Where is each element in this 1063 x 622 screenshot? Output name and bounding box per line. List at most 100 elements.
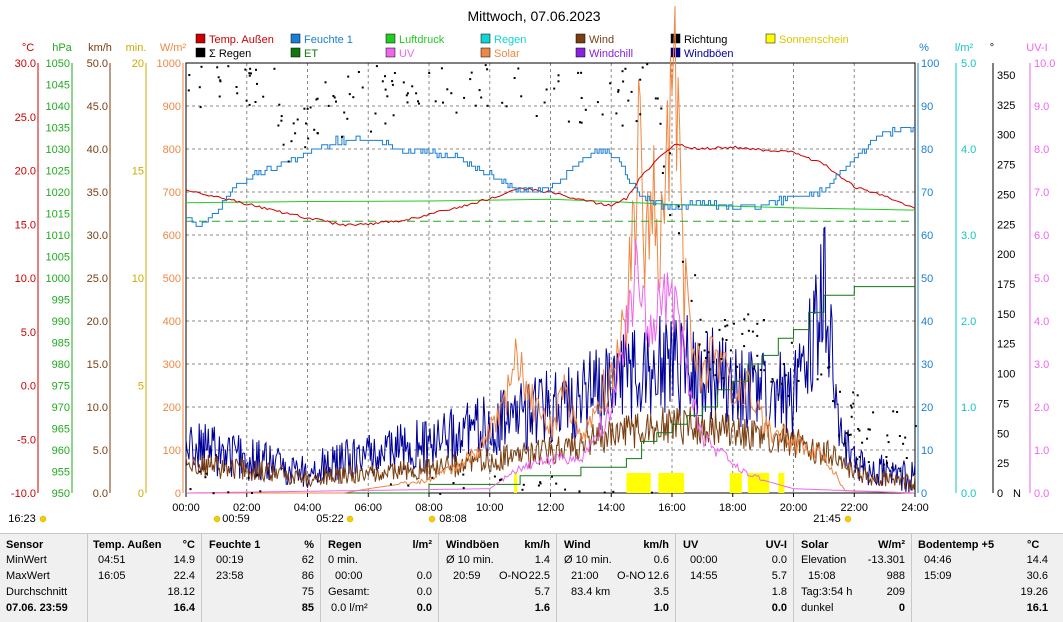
richtung-point (539, 482, 542, 485)
boden-avg: 19.26 (1020, 586, 1048, 598)
richtung-point (513, 77, 516, 79)
richtung-point (578, 490, 581, 493)
axis-tick-uvi: 4.0 (1034, 316, 1049, 328)
richtung-point (381, 80, 384, 83)
richtung-point (480, 96, 483, 99)
axis-tick-wm2: 900 (163, 101, 181, 113)
richtung-point (389, 483, 392, 486)
richtung-point (189, 488, 192, 491)
richtung-point (705, 356, 707, 359)
legend-swatch-6 (765, 33, 776, 44)
boden-max-time: 15:09 (924, 570, 952, 582)
richtung-point (499, 479, 502, 481)
legend-swatch-0 (195, 33, 206, 44)
richtung-point (690, 299, 693, 302)
richtung-point (856, 458, 859, 461)
richtung-point (452, 482, 455, 484)
richtung-point (872, 411, 875, 414)
axis-tick-kmh: 0.0 (93, 488, 108, 500)
legend-label-9: UV (399, 48, 415, 60)
richtung-point (415, 92, 418, 95)
richtung-point (781, 382, 783, 385)
richtung-point (500, 478, 503, 481)
axis-tick-pct: 0 (921, 488, 927, 500)
richtung-point (256, 474, 259, 477)
axis-tick-lm2: 3.0 (961, 230, 976, 242)
solar-current: 0 (898, 602, 905, 614)
richtung-point (584, 108, 587, 111)
richtung-point (335, 100, 337, 103)
richtung-point (332, 95, 335, 97)
richtung-point (227, 65, 230, 68)
richtung-point (849, 433, 852, 436)
axis-tick-temp: 30.0 (15, 58, 36, 70)
richtung-point (646, 63, 649, 66)
richtung-point (309, 106, 312, 109)
axis-tick-hpa: 1000 (46, 273, 70, 285)
richtung-point (316, 97, 319, 100)
axis-tick-kmh: 15.0 (87, 359, 108, 371)
sun-events: 16:23 00:59 05:22 08:08 21:45 (8, 513, 852, 525)
richtung-point (411, 85, 414, 88)
richtung-point (251, 492, 253, 494)
axis-tick-hpa: 985 (52, 338, 70, 350)
richtung-point (292, 122, 295, 125)
richtung-point (347, 75, 350, 78)
axis-tick-wm2: 700 (163, 187, 181, 199)
boden-unit: °C (1027, 539, 1040, 551)
richtung-point (756, 322, 759, 325)
axis-tick-hpa: 995 (52, 295, 70, 307)
richtung-point (273, 67, 276, 70)
stats-regen-column: Regen l/m² 0 min. 00:00 0.0 Gesamt: 0.0 0.0… (321, 534, 439, 622)
richtung-point (721, 338, 724, 341)
axis-tick-wm2: 300 (163, 359, 181, 371)
richtung-point (280, 115, 283, 118)
richtung-point (428, 72, 431, 74)
richtung-point (304, 146, 307, 149)
richtung-point (723, 319, 726, 321)
event-sunset-label: 21:45 (813, 513, 841, 525)
solar-state: dunkel (801, 602, 834, 614)
axis-unit-pct: % (919, 42, 929, 54)
axis-tick-temp: 0.0 (21, 381, 36, 393)
richtung-point (316, 132, 319, 135)
axis-tick-deg: 50 (997, 428, 1009, 440)
richtung-point (307, 137, 310, 140)
stats-header-windboeen: Windböen (446, 539, 500, 551)
axis-unit-temp: °C (22, 42, 34, 54)
richtung-point (417, 100, 419, 103)
richtung-point (212, 492, 215, 495)
richtung-point (545, 88, 548, 91)
stats-boden-column: Bodentemp +5 °C 04:46 14.4 15:09 30.6 19.26… (912, 534, 1063, 622)
legend-label-1: Feuchte 1 (304, 34, 353, 46)
axis-tick-deg: 325 (997, 100, 1015, 112)
axis-tick-pct: 50 (921, 273, 933, 285)
richtung-point (555, 482, 558, 485)
richtung-point (747, 329, 750, 332)
axis-tick-hpa: 1020 (46, 187, 70, 199)
richtung-point (564, 488, 567, 491)
richtung-point (820, 373, 823, 376)
stats-sensor-column: Sensor MinWert MaxWert Durchschnitt 07.0… (0, 534, 88, 622)
richtung-point (790, 341, 793, 344)
axis-tick-hpa: 955 (52, 467, 70, 479)
legend-swatch-2 (385, 33, 396, 44)
axis-tick-uvi: 8.0 (1034, 144, 1049, 156)
richtung-point (725, 339, 728, 341)
richtung-point (741, 332, 744, 335)
richtung-point (446, 88, 449, 91)
richtung-point (860, 465, 863, 468)
axis-tick-pct: 70 (921, 187, 933, 199)
axis-tick-wm2: 1000 (157, 58, 181, 70)
richtung-point (635, 120, 638, 123)
richtung-point (386, 95, 389, 98)
richtung-point (621, 124, 624, 127)
richtung-point (440, 67, 443, 70)
richtung-point (617, 89, 620, 92)
axis-tick-kmh: 45.0 (87, 101, 108, 113)
richtung-point (290, 140, 293, 143)
richtung-point (847, 434, 850, 436)
richtung-point (484, 64, 487, 67)
axis-tick-kmh: 50.0 (87, 58, 108, 70)
regen-row2-label: 00:00 (335, 570, 363, 582)
